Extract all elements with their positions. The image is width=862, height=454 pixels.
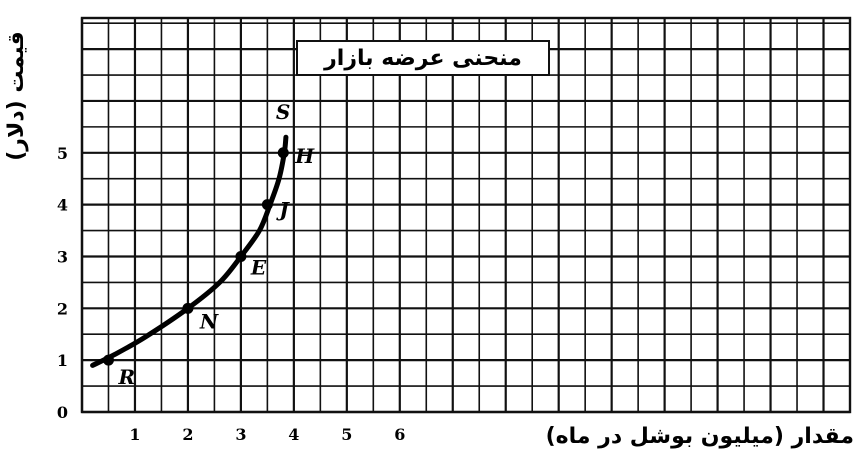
point-R: [102, 354, 114, 366]
y-axis-label: قیمت (دلار): [4, 31, 29, 161]
supply-curve: [90, 134, 289, 368]
axes: [80, 16, 852, 414]
x-tick-label: 5: [341, 425, 352, 444]
point-label-R: R: [117, 365, 135, 389]
chart-title: منحنی عرضه بازار: [296, 40, 550, 76]
x-tick-label: 3: [235, 425, 246, 444]
grid: [80, 18, 851, 414]
x-tick-label: 1: [129, 425, 140, 444]
y-tick-label: 5: [57, 144, 68, 163]
y-tick-label: 0: [57, 403, 68, 422]
point-E: [235, 250, 247, 262]
point-J: [261, 199, 273, 211]
point-label-H: H: [294, 144, 315, 168]
point-H: [277, 147, 289, 159]
x-tick-label: 6: [394, 425, 405, 444]
y-tick-label: 2: [57, 299, 68, 318]
x-axis-label: مقدار (میلیون بوشل در ماه): [545, 424, 854, 449]
x-tick-label: 2: [182, 425, 193, 444]
point-label-S: S: [276, 100, 290, 124]
y-tick-label: 4: [57, 196, 68, 215]
y-tick-label: 1: [57, 351, 68, 370]
y-tick-label: 3: [57, 247, 68, 266]
point-label-E: E: [250, 255, 267, 279]
tick-labels: 1 2 3 4 5 6 0 1 2 3 4 5: [57, 144, 406, 444]
point-label-N: N: [199, 309, 219, 333]
point-label-J: J: [275, 198, 290, 222]
x-tick-label: 4: [288, 425, 299, 444]
plot-border: [80, 16, 852, 414]
series-layer: R N E J HS: [90, 100, 315, 389]
chart-title-text: منحنی عرضه بازار: [324, 45, 522, 71]
point-N: [182, 302, 194, 314]
